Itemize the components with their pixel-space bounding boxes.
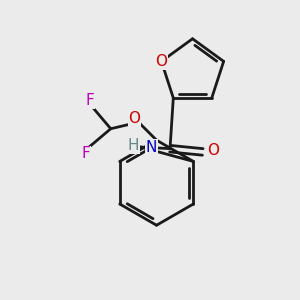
Text: O: O (155, 54, 167, 69)
Text: H: H (128, 138, 139, 153)
Text: F: F (82, 146, 91, 161)
Text: O: O (207, 143, 219, 158)
Text: O: O (128, 111, 140, 126)
Text: F: F (85, 93, 94, 108)
Text: N: N (146, 140, 157, 154)
